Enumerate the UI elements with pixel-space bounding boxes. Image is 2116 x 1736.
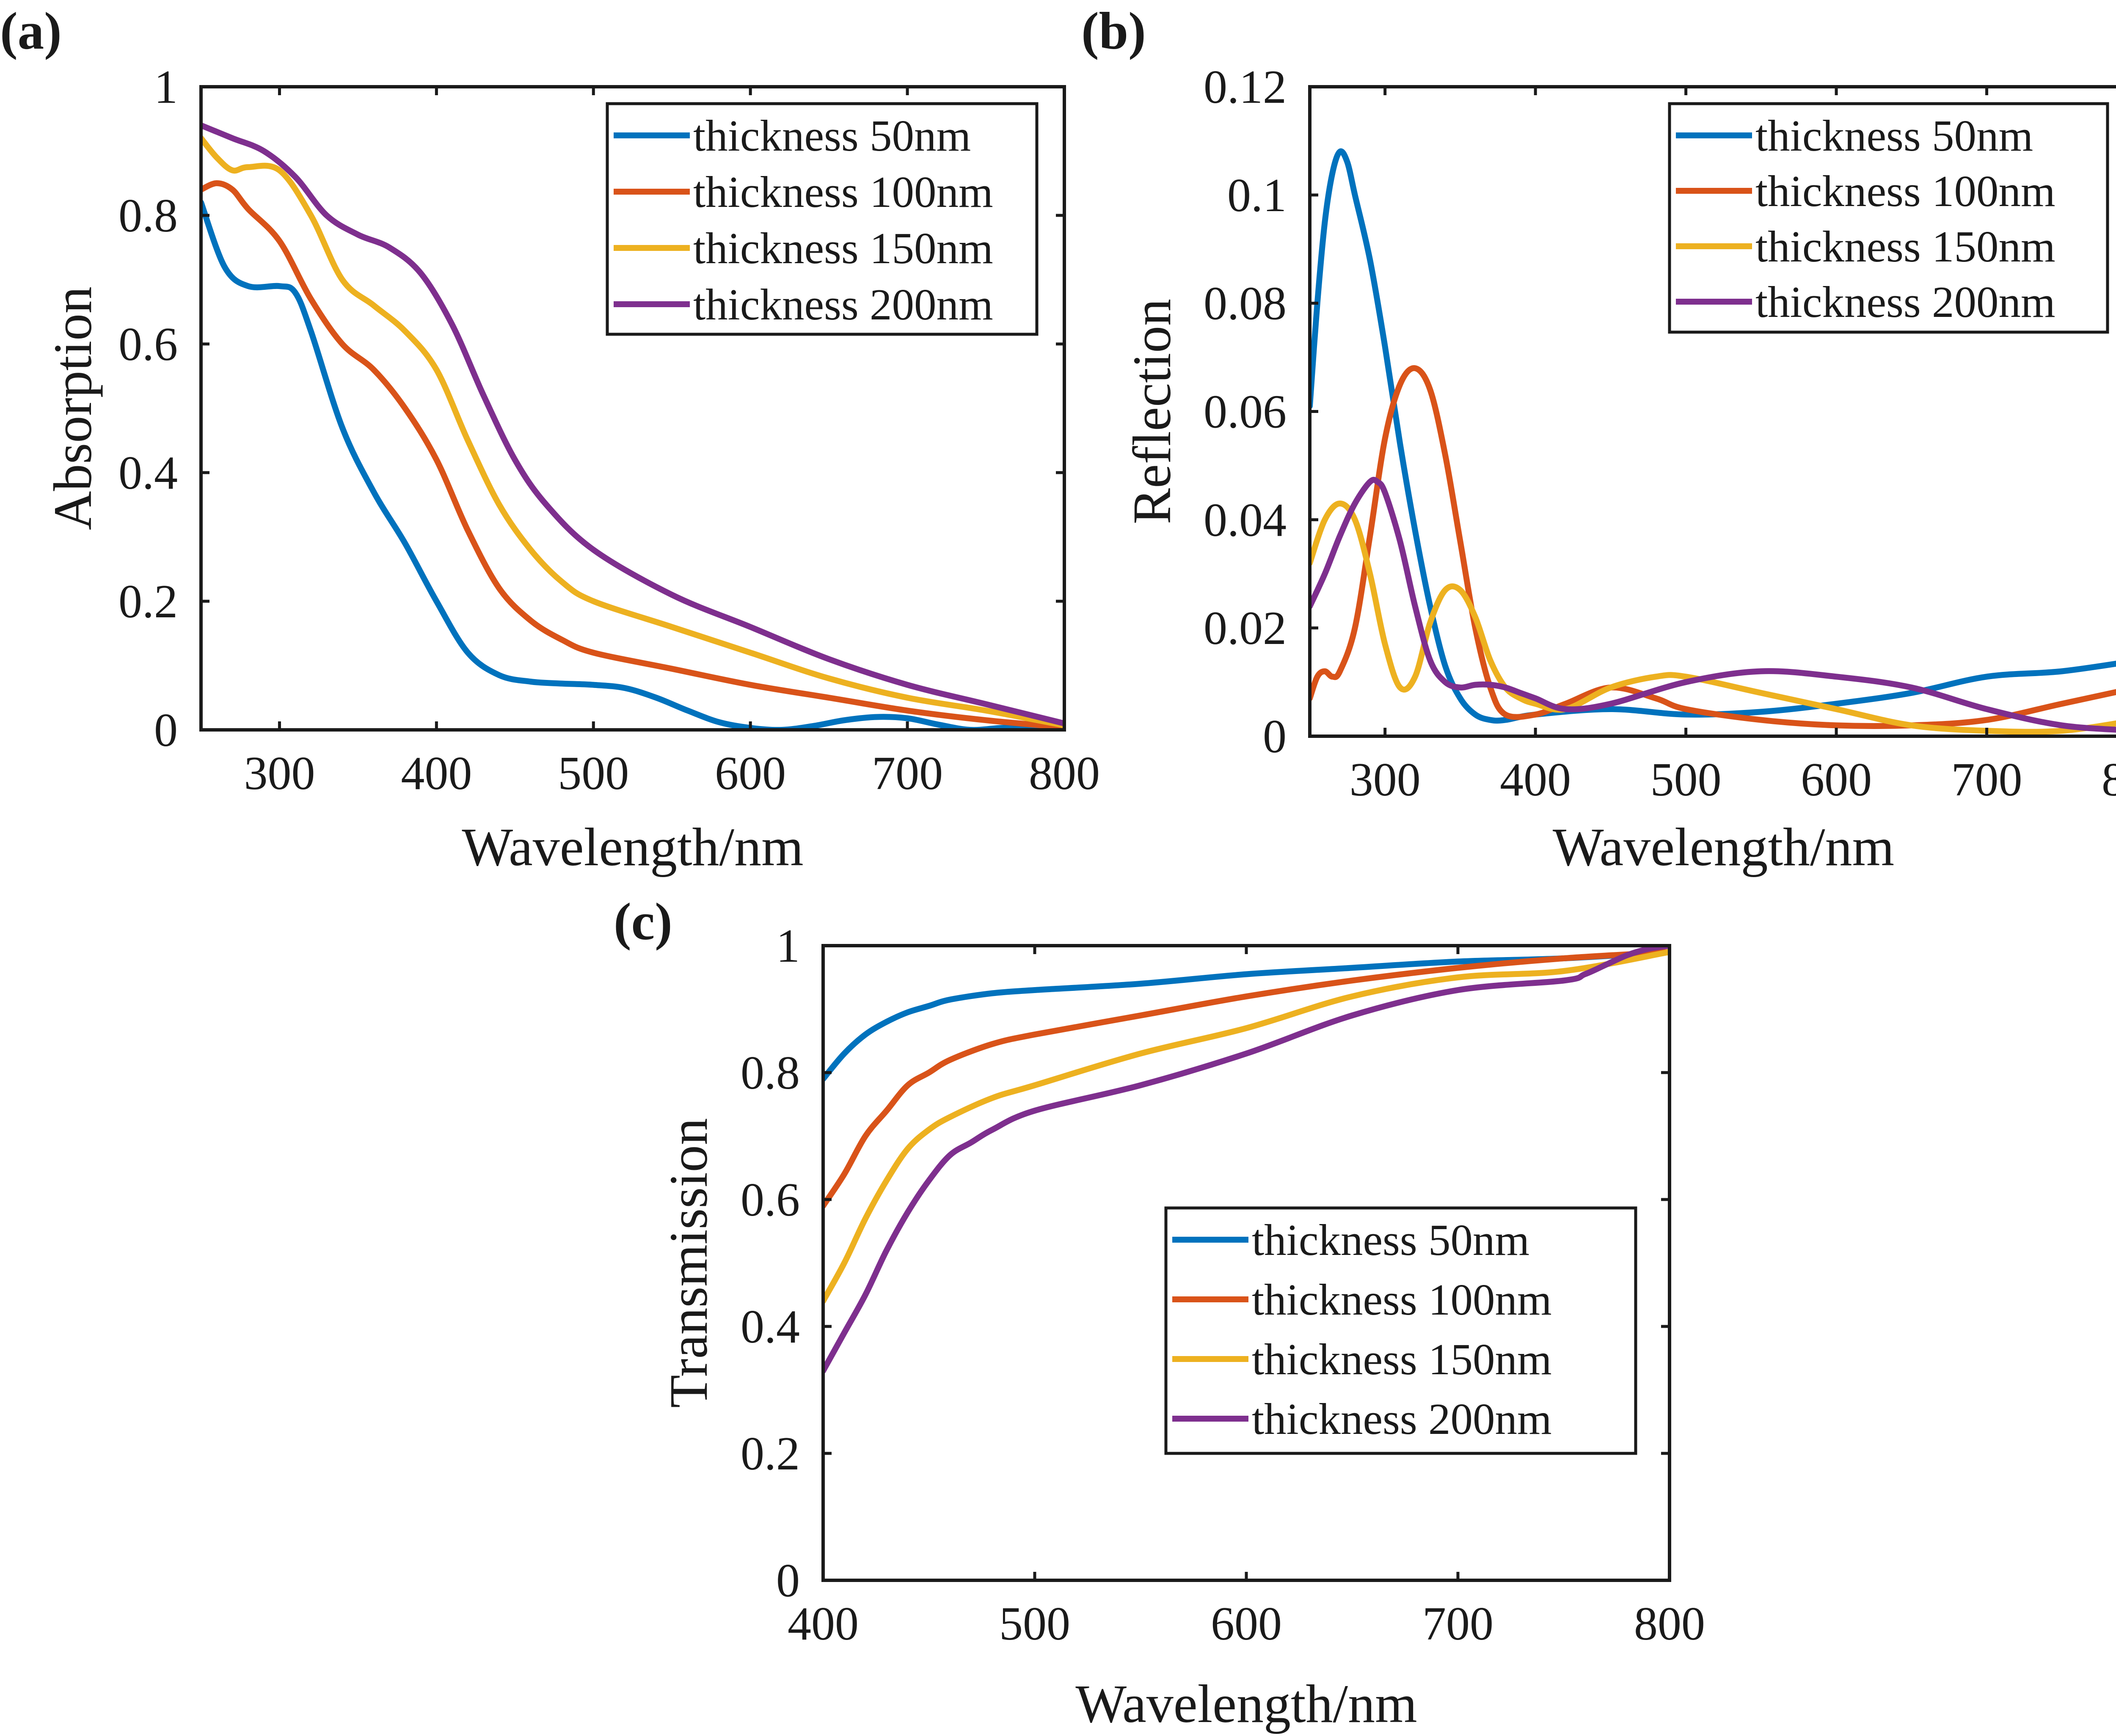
series-line-3 (823, 949, 1670, 1304)
series-line-1 (1310, 148, 2116, 724)
x-tick-label: 400 (788, 1598, 859, 1650)
y-tick-label: 0.4 (741, 1301, 800, 1353)
legend-entry: thickness 150nm (693, 223, 993, 273)
y-tick-label: 0.02 (1204, 602, 1287, 655)
y-tick-label: 1 (776, 920, 800, 972)
series-line-2 (201, 180, 1064, 730)
legend-entry: thickness 200nm (1755, 277, 2055, 327)
x-tick-label: 800 (1634, 1598, 1705, 1650)
y-tick-label: 0 (1263, 710, 1287, 763)
y-tick-label: 0.12 (1204, 61, 1287, 113)
panel-a: (a) 300 400 500 600 700 800 0 0.2 0.4 0.6 0.8 1 Wavel… (0, 2, 1100, 877)
legend-entry: thickness 50nm (1755, 111, 2033, 160)
y-tick-label: 0.2 (741, 1428, 800, 1480)
x-tick-label: 500 (558, 747, 629, 800)
x-tick-label: 700 (1951, 754, 2022, 806)
y-tick-label: 0.4 (118, 447, 178, 499)
legend-box (1164, 1206, 1637, 1455)
panel-b: (b) 300 400 500 600 700 800 0 0.02 0.04 0.06 0.08 0.… (1081, 2, 2116, 877)
y-tick-label: 0.06 (1204, 386, 1287, 438)
legend: thickness 50nm thickness 100nm thickness 1… (606, 102, 1039, 336)
panel-label: (c) (614, 893, 672, 951)
y-tick-label: 0 (154, 704, 178, 757)
x-tick-label: 500 (1650, 754, 1722, 806)
series-line-2 (823, 949, 1670, 1209)
legend-entry: thickness 100nm (1252, 1275, 1552, 1324)
panel-label: (b) (1081, 2, 1146, 61)
x-axis-label: Wavelength/nm (462, 817, 803, 877)
legend-entry: thickness 200nm (1252, 1394, 1552, 1444)
legend-entry: thickness 100nm (1755, 166, 2055, 216)
x-axis-label: Wavelength/nm (1553, 817, 1894, 877)
legend: thickness 50nm thickness 100nm thickness 1… (1164, 1206, 1637, 1455)
y-tick-label: 0.2 (118, 575, 178, 628)
x-axis-label: Wavelength/nm (1075, 1674, 1417, 1734)
series-line-4 (823, 946, 1670, 1374)
y-tick-label: 0.6 (118, 318, 178, 371)
legend-entry: thickness 150nm (1252, 1334, 1552, 1384)
y-axis-label: Absorption (43, 286, 103, 530)
series-line-4 (201, 122, 1064, 726)
x-tick-label: 700 (1422, 1598, 1493, 1650)
x-tick-label: 600 (1211, 1598, 1282, 1650)
y-tick-label: 0.08 (1204, 278, 1287, 330)
x-tick-label: 600 (715, 747, 786, 800)
series-lines (1310, 148, 2116, 735)
y-tick-label: 0.8 (741, 1047, 800, 1099)
y-tick-label: 0 (776, 1554, 800, 1607)
series-line-3 (1310, 501, 2116, 735)
axes-box (199, 85, 1066, 732)
x-tick-label: 500 (999, 1598, 1070, 1650)
legend: thickness 50nm thickness 100nm thickness 1… (1668, 102, 2109, 334)
x-tick-label: 300 (1350, 754, 1421, 806)
series-line-1 (201, 199, 1064, 730)
series-lines (823, 946, 1670, 1374)
series-line-4 (1310, 476, 2116, 733)
y-tick-label: 0.04 (1204, 494, 1287, 546)
y-axis-label: Transmission (658, 1118, 719, 1408)
x-tick-label: 800 (1029, 747, 1100, 800)
legend-box (1668, 102, 2109, 334)
x-tick-label: 800 (2102, 754, 2116, 806)
y-axis-label: Reflection (1122, 299, 1182, 524)
legend-entry: thickness 50nm (693, 111, 971, 160)
y-tick-label: 0.8 (118, 190, 178, 242)
x-tick-label: 700 (872, 747, 943, 800)
x-tick-label: 400 (401, 747, 472, 800)
x-tick-label: 300 (244, 747, 315, 800)
x-tick-label: 600 (1801, 754, 1872, 806)
y-tick-label: 0.6 (741, 1174, 800, 1226)
series-lines (201, 122, 1064, 730)
y-tick-label: 0.1 (1227, 169, 1287, 222)
y-tick-label: 1 (154, 61, 178, 113)
x-tick-label: 400 (1500, 754, 1571, 806)
panel-c: (c) 400 500 600 700 800 0 0.2 0.4 0.6 0.8 1 Waveleng… (614, 893, 1705, 1734)
legend-entry: thickness 50nm (1252, 1215, 1529, 1265)
legend-entry: thickness 200nm (693, 280, 993, 329)
series-line-2 (1310, 365, 2116, 729)
series-line-3 (201, 135, 1064, 729)
panel-label: (a) (0, 2, 62, 61)
series-line-1 (823, 949, 1670, 1082)
legend-box (606, 102, 1039, 336)
legend-entry: thickness 100nm (693, 167, 993, 217)
legend-entry: thickness 150nm (1755, 222, 2055, 271)
